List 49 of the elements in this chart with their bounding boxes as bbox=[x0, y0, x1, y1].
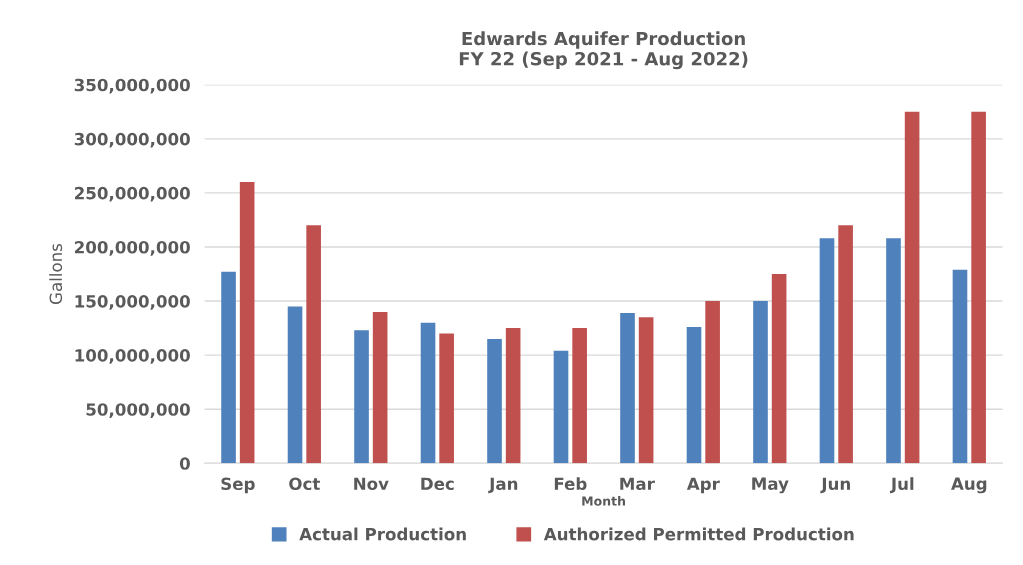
bar bbox=[420, 322, 436, 464]
legend-label: Authorized Permitted Production bbox=[543, 527, 854, 541]
y-tick-label: 350,000,000 bbox=[74, 78, 190, 94]
bar bbox=[904, 111, 920, 464]
bar bbox=[372, 311, 388, 464]
bar bbox=[952, 269, 968, 464]
legend-label: Actual Production bbox=[299, 527, 466, 541]
bar bbox=[221, 271, 236, 464]
bar bbox=[819, 238, 835, 464]
bar bbox=[354, 330, 369, 464]
y-tick-label: 250,000,000 bbox=[75, 186, 190, 202]
bar bbox=[638, 317, 654, 464]
x-tick-label: Sep bbox=[221, 477, 255, 494]
x-tick-label: Jan bbox=[488, 477, 518, 494]
bar bbox=[306, 225, 321, 464]
x-tick-label: Apr bbox=[686, 477, 720, 494]
y-tick-label: 0 bbox=[179, 457, 190, 470]
x-axis-title: Month bbox=[582, 496, 625, 506]
x-tick-label: May bbox=[752, 477, 789, 494]
bar bbox=[705, 301, 720, 464]
y-tick-label: 300,000,000 bbox=[74, 132, 190, 148]
bar bbox=[686, 327, 702, 464]
y-tick-label: 200,000,000 bbox=[75, 240, 190, 256]
x-tick-label: Oct bbox=[289, 477, 320, 491]
bar bbox=[771, 274, 787, 464]
bar bbox=[239, 182, 255, 464]
bar bbox=[487, 338, 502, 464]
bar bbox=[971, 111, 986, 464]
bar bbox=[439, 333, 454, 464]
x-tick-label: Aug bbox=[951, 477, 987, 494]
x-tick-label: Nov bbox=[354, 477, 389, 491]
y-tick-label: 100,000,000 bbox=[75, 349, 190, 364]
y-tick-label: 50,000,000 bbox=[86, 403, 190, 418]
x-tick-label: Feb bbox=[554, 477, 587, 491]
x-tick-label: Jun bbox=[820, 477, 850, 494]
bar bbox=[505, 328, 521, 464]
bar bbox=[886, 238, 901, 464]
y-axis-title: Gallons bbox=[49, 243, 63, 305]
x-tick-label: Jul bbox=[889, 477, 914, 494]
y-tick-label: 150,000,000 bbox=[75, 295, 190, 310]
chart-title: Edwards Aquifer Production FY 22 (Sep 2021 - Aug 2022) bbox=[459, 31, 748, 70]
bar bbox=[838, 225, 853, 464]
bar bbox=[553, 350, 569, 464]
bar bbox=[753, 301, 768, 464]
bar bbox=[572, 328, 587, 464]
x-tick-label: Dec bbox=[421, 477, 454, 491]
x-tick-label: Mar bbox=[620, 477, 655, 491]
bar bbox=[287, 306, 303, 464]
bar bbox=[620, 312, 635, 464]
